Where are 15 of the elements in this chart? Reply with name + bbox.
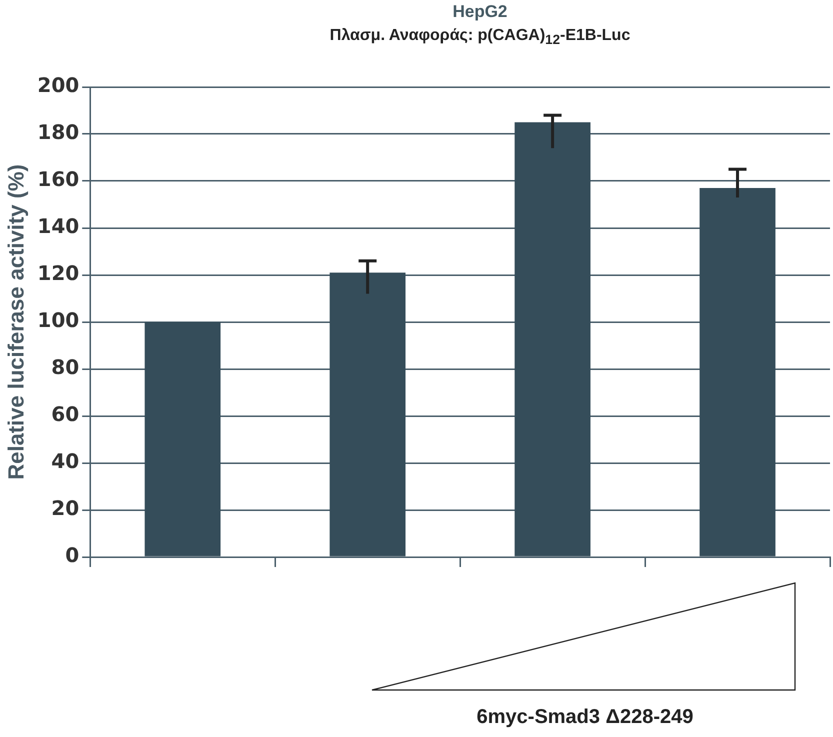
y-tick-label: 120 bbox=[37, 261, 80, 286]
y-axis-title: Relative luciferase activity (%) bbox=[3, 164, 28, 480]
y-tick-label: 140 bbox=[37, 214, 80, 238]
y-tick-label: 20 bbox=[51, 496, 80, 520]
y-tick-label: 200 bbox=[37, 73, 80, 98]
y-tick-label: 160 bbox=[37, 167, 80, 192]
y-tick-label: 180 bbox=[37, 120, 80, 144]
chart-title: HepG2 bbox=[452, 2, 508, 22]
y-tick-label: 100 bbox=[37, 308, 80, 332]
y-tick-label: 0 bbox=[65, 543, 80, 568]
chart-subtitle: Πλασμ. Αναφοράς: p(CAGA)$_{12}$-E1B-Luc bbox=[328, 27, 632, 48]
y-tick-label: 60 bbox=[51, 402, 80, 426]
y-tick-label: 80 bbox=[51, 355, 80, 380]
y-tick-label: 40 bbox=[51, 449, 80, 474]
text: 6myc-Smad3 Δ228-249 bbox=[476, 706, 694, 729]
